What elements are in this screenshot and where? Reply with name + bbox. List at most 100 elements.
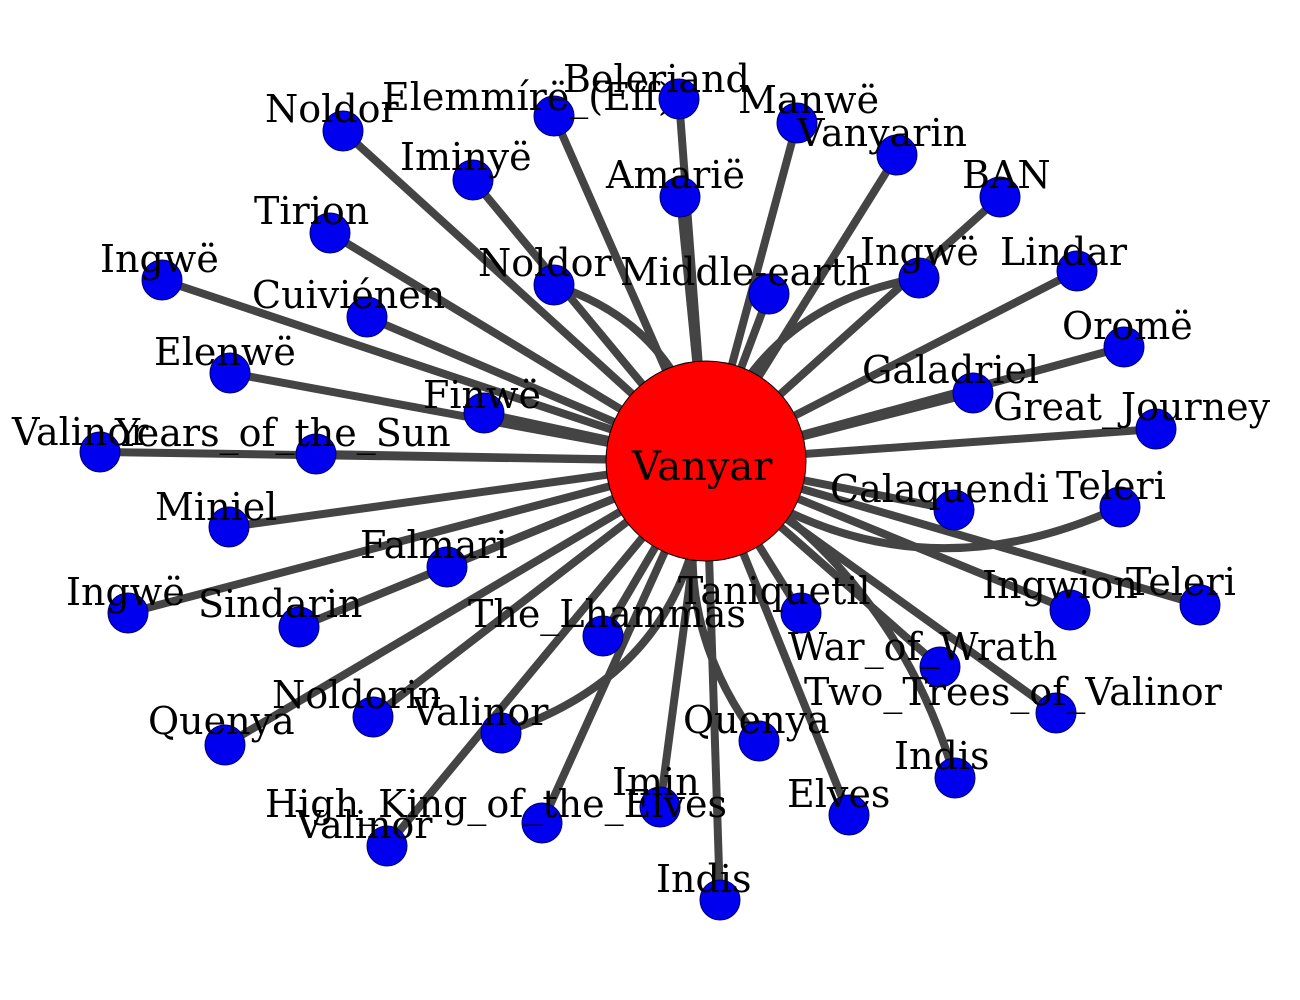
node-circle[interactable] [934,757,976,799]
node-circle[interactable] [463,392,505,434]
node-circle[interactable] [1049,589,1091,631]
center-node[interactable]: Vanyar [605,360,807,562]
node-miniel[interactable]: Miniel [155,485,277,548]
node-circle[interactable] [366,825,408,867]
node-beleriand[interactable]: Beleriand [563,57,750,120]
node-circle[interactable] [295,433,337,475]
node-circle[interactable] [107,592,149,634]
node-circle[interactable] [898,257,940,299]
node-elves[interactable]: Elves [787,772,890,836]
node-circle[interactable] [919,646,961,688]
node-circle[interactable] [1103,326,1145,368]
node-amari[interactable]: Amarië [605,153,745,218]
node-ingw[interactable]: Ingwë [860,230,979,299]
node-label: War_of_Wrath [788,625,1057,670]
node-elenw[interactable]: Elenwë [154,330,296,394]
node-orom[interactable]: Oromë [1062,304,1193,368]
node-circle[interactable] [452,159,494,201]
node-circle[interactable] [952,372,994,414]
node-valinor[interactable]: Valinor [411,690,549,754]
node-indis[interactable]: Indis [656,857,751,921]
node-cuivi-nen[interactable]: Cuiviénen [252,273,445,338]
node-label: Ingwion [982,563,1138,607]
node-circle[interactable] [1099,486,1141,528]
node-circle[interactable] [352,696,394,738]
node-circle[interactable] [79,431,121,473]
node-quenya[interactable]: Quenya [683,698,830,762]
node-label: Tirion [254,189,369,233]
node-manw[interactable]: Manwë [738,78,879,144]
node-circle[interactable] [776,102,818,144]
node-finw[interactable]: Finwë [423,373,541,434]
node-teleri[interactable]: Teleri [1056,464,1166,528]
node-circle[interactable] [748,273,790,315]
node-two-trees-of-valinor[interactable]: Two_Trees_of_Valinor [804,670,1223,734]
node-circle[interactable] [933,489,975,531]
node-circle[interactable] [322,110,364,152]
node-circle[interactable] [639,786,681,828]
node-noldorin[interactable]: Noldorin [272,673,442,738]
node-label: Noldor [478,241,612,285]
node-iminy[interactable]: Iminyë [400,135,532,201]
node-circle[interactable] [582,615,624,657]
node-ingwion[interactable]: Ingwion [982,563,1138,631]
node-vanyarin[interactable]: Vanyarin [796,111,967,176]
node-circle[interactable] [876,134,918,176]
node-elemm-r-eff[interactable]: Elemmírë_(Eff) [382,75,673,137]
node-quenya[interactable]: Quenya [148,699,295,766]
node-circle[interactable] [1135,408,1177,450]
node-valinor[interactable]: Valinor [295,803,433,867]
nodes-layer: NoldorElemmírë_(Eff)BeleriandManwëVanyar… [11,57,1271,921]
node-circle[interactable] [426,546,468,588]
node-taniquetil[interactable]: Taniquetil [678,569,871,634]
node-circle[interactable] [1056,250,1098,292]
node-label: Iminyë [400,135,532,179]
node-imin[interactable]: Imin [612,760,700,828]
node-circle[interactable] [533,95,575,137]
node-sindarin[interactable]: Sindarin [198,582,362,648]
node-galadriel[interactable]: Galadriel [862,348,1039,414]
node-ingw[interactable]: Ingwë [66,570,185,634]
node-ingw[interactable]: Ingwë [100,237,219,301]
node-tirion[interactable]: Tirion [254,189,369,254]
node-circle[interactable] [533,264,575,306]
node-circle[interactable] [141,259,183,301]
node-middle-earth[interactable]: Middle-earth [620,250,870,315]
node-circle[interactable] [780,592,822,634]
node-circle[interactable] [204,724,246,766]
node-ban[interactable]: BAN [962,153,1051,218]
node-circle[interactable] [1179,584,1221,626]
node-great-journey[interactable]: Great_Journey [993,385,1271,450]
node-circle[interactable] [278,606,320,648]
node-noldor[interactable]: Noldor [478,241,612,306]
node-valinor[interactable]: Valinor [11,410,149,473]
node-teleri[interactable]: Teleri [1126,560,1236,626]
node-circle[interactable] [738,720,780,762]
center-node-circle[interactable] [605,360,807,562]
node-circle[interactable] [828,794,870,836]
node-circle[interactable] [699,879,741,921]
node-label: Finwë [423,373,541,417]
node-label: High_King_of_the_Elves [265,782,727,827]
node-years-of-the-sun[interactable]: Years_of_the_Sun [114,411,451,475]
node-circle[interactable] [209,352,251,394]
node-circle[interactable] [1035,692,1077,734]
node-noldor[interactable]: Noldor [265,87,399,152]
node-high-king-of-the-elves[interactable]: High_King_of_the_Elves [265,782,727,844]
node-circle[interactable] [309,212,351,254]
node-the-lhammas[interactable]: The_Lhammas [468,592,746,657]
node-circle[interactable] [658,78,700,120]
node-lindar[interactable]: Lindar [1000,230,1128,292]
node-war-of-wrath[interactable]: War_of_Wrath [788,625,1057,688]
node-circle[interactable] [521,802,563,844]
node-circle[interactable] [979,176,1021,218]
node-circle[interactable] [346,296,388,338]
node-label: Cuiviénen [252,273,445,317]
node-circle[interactable] [480,712,522,754]
node-calaquendi[interactable]: Calaquendi [830,467,1049,531]
node-indis[interactable]: Indis [894,734,989,799]
node-circle[interactable] [659,176,701,218]
node-circle[interactable] [208,506,250,548]
node-falmari[interactable]: Falmari [360,523,508,588]
